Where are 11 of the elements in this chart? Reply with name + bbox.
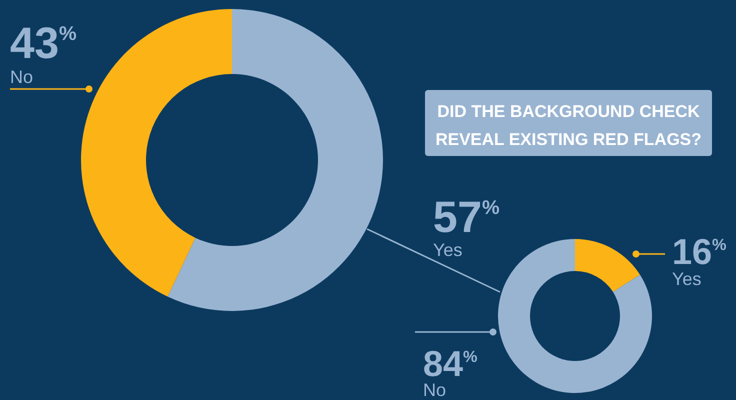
data-label: 43$^{%}$ — [10, 19, 77, 68]
donut-slice — [498, 239, 652, 393]
slice-label: Yes — [672, 269, 702, 289]
data-label: 16$^{%}$ — [672, 231, 726, 272]
slice-label: Yes — [433, 240, 462, 260]
donut-slice — [575, 239, 640, 292]
donut-slice — [81, 9, 232, 297]
text: DID THE BACKGROUND CHECK REVEAL EXISTING RED FLAGS? — [435, 102, 702, 149]
donut-slice — [168, 9, 383, 311]
slice-label: No — [10, 67, 34, 87]
data-label: 57$^{%}$ — [433, 193, 500, 242]
